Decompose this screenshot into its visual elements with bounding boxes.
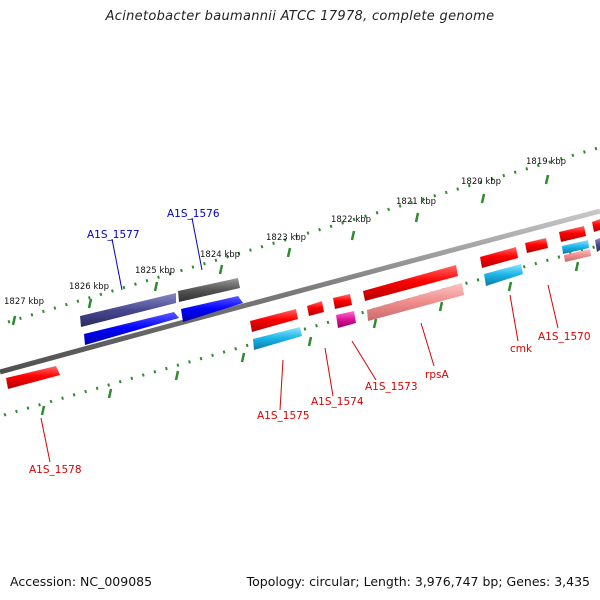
gene-edge-red[interactable]	[592, 219, 600, 232]
gene-A1S_1576-lower[interactable]	[181, 296, 243, 322]
gene-edge-slate[interactable]	[595, 238, 600, 252]
gene-cmk-cyan[interactable]	[484, 264, 523, 286]
scale-label-1824: 1824 kbp	[200, 250, 240, 260]
scale-label-1821: 1821 kbp	[396, 197, 436, 207]
gene-A1S_1575-cyan[interactable]	[253, 327, 302, 350]
gene-rpsA-salmon[interactable]	[367, 283, 464, 321]
gene-A1S_1570-cyan[interactable]	[562, 240, 589, 254]
gene-A1S_1571-red[interactable]	[525, 238, 548, 253]
gene-label-A1S_1573[interactable]: A1S_1573	[365, 381, 418, 393]
scale-label-1822: 1822 kbp	[331, 215, 371, 225]
scale-label-1823: 1823 kbp	[266, 233, 306, 243]
gene-A1S_1578-red[interactable]	[6, 366, 60, 389]
major-ticks-lower	[40, 261, 580, 416]
accession-text: Accession: NC_009085	[10, 574, 153, 589]
gene-A1S_1570-red[interactable]	[559, 226, 586, 242]
map-title: Acinetobacter baumannii ATCC 17978, comp…	[105, 9, 495, 24]
major-ticks-upper	[11, 174, 550, 326]
gene-label-A1S_1570[interactable]: A1S_1570	[538, 331, 591, 343]
gene-cmk-red[interactable]	[480, 247, 518, 268]
scale-label-1827: 1827 kbp	[4, 297, 44, 307]
gene-A1S_1577-lower[interactable]	[84, 312, 179, 345]
genome-backbone	[0, 208, 600, 375]
scale-label-1826: 1826 kbp	[69, 282, 109, 292]
gene-A1S_1574-red[interactable]	[307, 301, 324, 316]
gene-label-A1S_1575[interactable]: A1S_1575	[257, 410, 310, 422]
leader-lines-red	[40, 284, 559, 463]
gene-rpsA-red[interactable]	[363, 265, 458, 301]
gene-label-A1S_1576[interactable]: A1S_1576	[167, 208, 220, 220]
scale-label-1820: 1820 kbp	[461, 177, 501, 187]
scale-dotted-line-upper	[7, 146, 599, 324]
gene-label-A1S_1574[interactable]: A1S_1574	[311, 396, 364, 408]
gene-label-rpsA[interactable]: rpsA	[425, 369, 449, 381]
gene-label-cmk[interactable]: cmk	[510, 343, 533, 355]
gene-A1S_1573-magenta[interactable]	[336, 311, 356, 328]
gene-A1S_1573-red[interactable]	[333, 294, 352, 309]
gene-A1S_1577-upper[interactable]	[80, 293, 176, 327]
gene-A1S_1575-red[interactable]	[250, 309, 298, 332]
gene-label-A1S_1578[interactable]: A1S_1578	[29, 464, 82, 476]
topology-text: Topology: circular; Length: 3,976,747 bp…	[246, 574, 590, 589]
leader-lines-blue	[111, 217, 203, 291]
scale-label-1825: 1825 kbp	[135, 266, 175, 276]
gene-label-A1S_1577[interactable]: A1S_1577	[87, 229, 140, 241]
scale-label-1819: 1819 kbp	[526, 157, 566, 167]
gene-A1S_1570-salmon[interactable]	[564, 249, 591, 262]
gene-A1S_1576-upper[interactable]	[178, 278, 240, 302]
